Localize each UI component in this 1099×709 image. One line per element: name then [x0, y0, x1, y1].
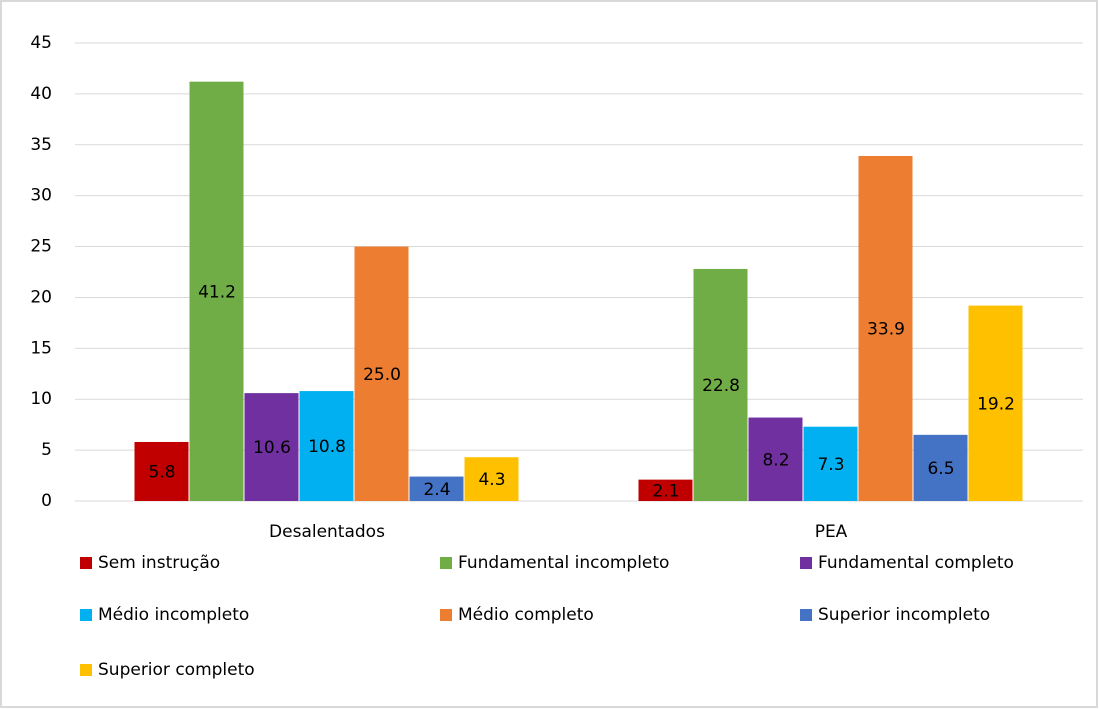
data-label: 5.8: [148, 462, 175, 482]
bar: [858, 155, 913, 501]
data-label: 25.0: [363, 365, 401, 385]
data-label: 7.3: [817, 455, 844, 475]
y-tick-label: 30: [30, 186, 52, 206]
legend-label: Superior completo: [98, 660, 255, 680]
data-label: 41.2: [198, 282, 236, 302]
bar: [299, 391, 354, 501]
data-label: 8.2: [762, 450, 789, 470]
legend-label: Sem instrução: [98, 553, 220, 573]
bar: [748, 417, 803, 501]
data-label: 6.5: [927, 459, 954, 479]
legend-swatch: [80, 609, 92, 621]
bar: [134, 441, 189, 501]
data-label: 33.9: [867, 319, 905, 339]
y-tick-label: 35: [30, 135, 52, 155]
x-tick-label: Desalentados: [269, 522, 385, 542]
bar: [803, 426, 858, 501]
bar: [244, 393, 299, 501]
bar: [913, 434, 968, 501]
y-tick-label: 40: [30, 84, 52, 104]
legend-swatch: [440, 557, 452, 569]
legend-swatch: [80, 664, 92, 676]
legend-label: Fundamental incompleto: [458, 553, 669, 573]
y-tick-label: 45: [30, 33, 52, 53]
bar: [354, 246, 409, 501]
x-tick-label: PEA: [815, 522, 848, 542]
y-tick-label: 0: [41, 491, 52, 511]
y-tick-label: 25: [30, 237, 52, 257]
legend-label: Fundamental completo: [818, 553, 1014, 573]
y-tick-label: 20: [30, 287, 52, 307]
bar: [189, 81, 244, 502]
data-label: 22.8: [702, 376, 740, 396]
legend-label: Médio completo: [458, 605, 594, 625]
data-label: 10.6: [253, 438, 291, 458]
legend-label: Médio incompleto: [98, 605, 249, 625]
data-label: 2.4: [423, 480, 450, 500]
legend-swatch: [800, 609, 812, 621]
legend-swatch: [80, 557, 92, 569]
bar: [638, 479, 693, 501]
data-label: 19.2: [977, 394, 1015, 414]
legend-swatch: [440, 609, 452, 621]
data-label: 4.3: [478, 470, 505, 490]
bar: [693, 268, 748, 501]
legend-label: Superior incompleto: [818, 605, 990, 625]
legend-swatch: [800, 557, 812, 569]
bar: [409, 476, 464, 501]
bar: [968, 305, 1023, 501]
y-tick-label: 15: [30, 338, 52, 358]
bar: [464, 457, 519, 501]
data-label: 2.1: [652, 481, 679, 501]
y-tick-label: 5: [41, 440, 52, 460]
y-tick-label: 10: [30, 389, 52, 409]
data-label: 10.8: [308, 437, 346, 457]
